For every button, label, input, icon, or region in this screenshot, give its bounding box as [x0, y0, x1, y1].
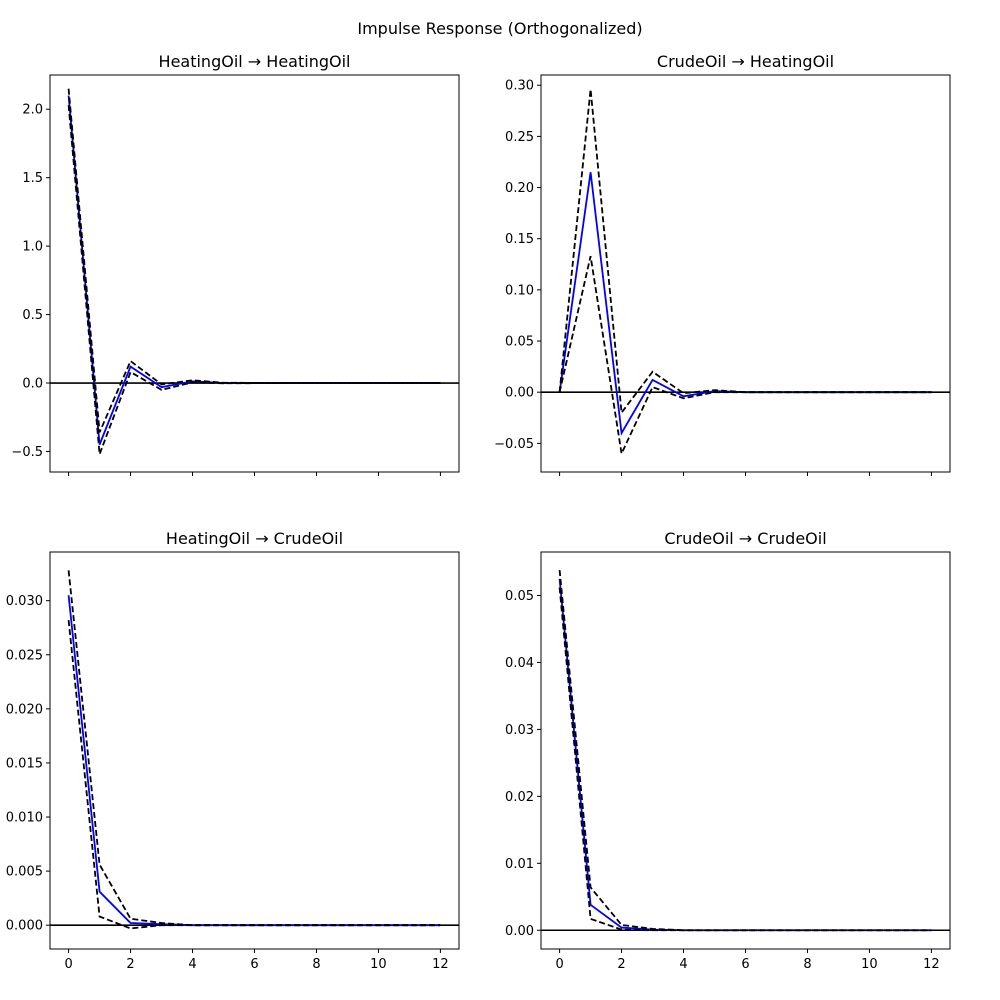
- x-tick-label: 10: [861, 957, 878, 972]
- x-tick-label: 0: [64, 957, 72, 972]
- y-tick-label: 0.5: [22, 308, 43, 323]
- y-tick-label: 0.05: [505, 335, 534, 350]
- y-tick-label: 0.015: [6, 756, 43, 771]
- x-tick-label: 10: [370, 957, 387, 972]
- y-tick-label: 1.0: [22, 240, 43, 255]
- panel-2: CrudeOil → HeatingOil −0.05 0.00 0.05 0.10 0.…: [494, 52, 951, 476]
- y-tick-label: 2.0: [22, 103, 43, 118]
- x-tick-label: 12: [923, 957, 940, 972]
- y-tick-label: 0.01: [505, 857, 534, 872]
- figure-suptitle: Impulse Response (Orthogonalized): [357, 19, 642, 38]
- x-tick-label: 2: [126, 957, 134, 972]
- x-tick-label: 8: [312, 957, 320, 972]
- x-tick-label: 4: [188, 957, 196, 972]
- y-tick-label: 0.02: [505, 790, 534, 805]
- y-tick-label: 0.00: [505, 924, 534, 939]
- x-tick-label: 6: [250, 957, 258, 972]
- y-tick-label: 0.10: [505, 283, 534, 298]
- x-tick-label: 6: [741, 957, 749, 972]
- y-tick-label: 0.15: [505, 232, 534, 247]
- y-tick-label: 0.0: [22, 377, 43, 392]
- y-tick-label: −0.05: [494, 437, 534, 452]
- panels: HeatingOil → HeatingOil −0.5 0.0 0.5 1.0 1.5 2…: [6, 52, 951, 972]
- y-tick-label: 0.025: [6, 648, 43, 663]
- y-tick-label: 0.00: [505, 386, 534, 401]
- x-tick-label: 12: [432, 957, 449, 972]
- panel-title: HeatingOil → CrudeOil: [166, 529, 343, 548]
- confidence-band-lower: [67, 620, 441, 930]
- y-tick-label: 0.010: [6, 811, 43, 826]
- confidence-band-lower: [67, 105, 441, 455]
- confidence-band-lower: [558, 587, 932, 932]
- y-tick-label: 0.03: [505, 723, 534, 738]
- y-tick-label: 0.005: [6, 865, 43, 880]
- y-tick-label: 0.25: [505, 130, 534, 145]
- panel-1: HeatingOil → HeatingOil −0.5 0.0 0.5 1.0 1.5 2…: [11, 52, 460, 476]
- y-tick-label: 0.20: [505, 181, 534, 196]
- axes-frame: [49, 551, 460, 950]
- confidence-band-lower: [558, 255, 932, 457]
- axes-frame: [540, 74, 951, 473]
- y-tick-label: 0.05: [505, 589, 534, 604]
- x-tick-label: 8: [803, 957, 811, 972]
- axes-frame: [49, 74, 460, 473]
- x-tick-label: 2: [617, 957, 625, 972]
- y-tick-label: 0.020: [6, 702, 43, 717]
- y-tick-label: 0.030: [6, 594, 43, 609]
- panel-title: HeatingOil → HeatingOil: [159, 52, 351, 71]
- y-tick-label: −0.5: [11, 445, 43, 460]
- panel-4: CrudeOil → CrudeOil 0.00 0.01 0.02 0.03 0.04 0…: [505, 529, 951, 972]
- x-tick-label: 4: [679, 957, 687, 972]
- panel-title: CrudeOil → HeatingOil: [657, 52, 834, 71]
- x-tick-label: 0: [555, 957, 563, 972]
- panel-3: HeatingOil → CrudeOil 0.000 0.005 0.010 0.01…: [6, 529, 460, 972]
- y-tick-label: 0.04: [505, 656, 534, 671]
- y-tick-label: 0.000: [6, 919, 43, 934]
- y-tick-label: 1.5: [22, 171, 43, 186]
- panel-title: CrudeOil → CrudeOil: [664, 529, 826, 548]
- axes-frame: [540, 551, 951, 950]
- y-tick-label: 0.30: [505, 79, 534, 94]
